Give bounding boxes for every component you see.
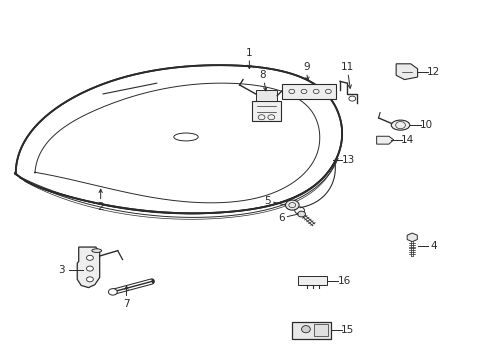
Bar [292, 321, 330, 339]
Text: 8: 8 [259, 70, 266, 80]
Polygon shape [395, 64, 417, 80]
Circle shape [86, 255, 93, 260]
Bar [282, 84, 335, 99]
Text: 7: 7 [123, 299, 129, 309]
Text: 9: 9 [303, 62, 309, 72]
Circle shape [86, 277, 93, 282]
Polygon shape [407, 233, 416, 242]
Polygon shape [376, 136, 393, 144]
Circle shape [108, 289, 117, 295]
Text: 11: 11 [341, 62, 354, 72]
Text: 2: 2 [97, 202, 104, 212]
Text: 10: 10 [420, 120, 432, 130]
Polygon shape [15, 65, 342, 213]
Bar [314, 324, 327, 336]
Circle shape [297, 211, 305, 217]
Text: 5: 5 [264, 196, 271, 206]
Text: 12: 12 [426, 67, 439, 77]
Text: 6: 6 [278, 213, 285, 222]
Text: 4: 4 [429, 241, 436, 251]
Bar [251, 101, 281, 121]
Text: 13: 13 [342, 155, 355, 165]
Text: 15: 15 [341, 325, 354, 335]
Text: 16: 16 [337, 276, 350, 286]
Text: 14: 14 [400, 135, 413, 145]
Ellipse shape [390, 120, 409, 130]
Bar [255, 90, 277, 101]
Circle shape [285, 200, 299, 210]
Text: 3: 3 [58, 265, 65, 275]
Ellipse shape [92, 249, 102, 252]
Ellipse shape [301, 325, 310, 333]
Text: 1: 1 [245, 48, 252, 58]
Circle shape [86, 266, 93, 271]
Bar [298, 276, 327, 285]
Polygon shape [77, 247, 100, 288]
